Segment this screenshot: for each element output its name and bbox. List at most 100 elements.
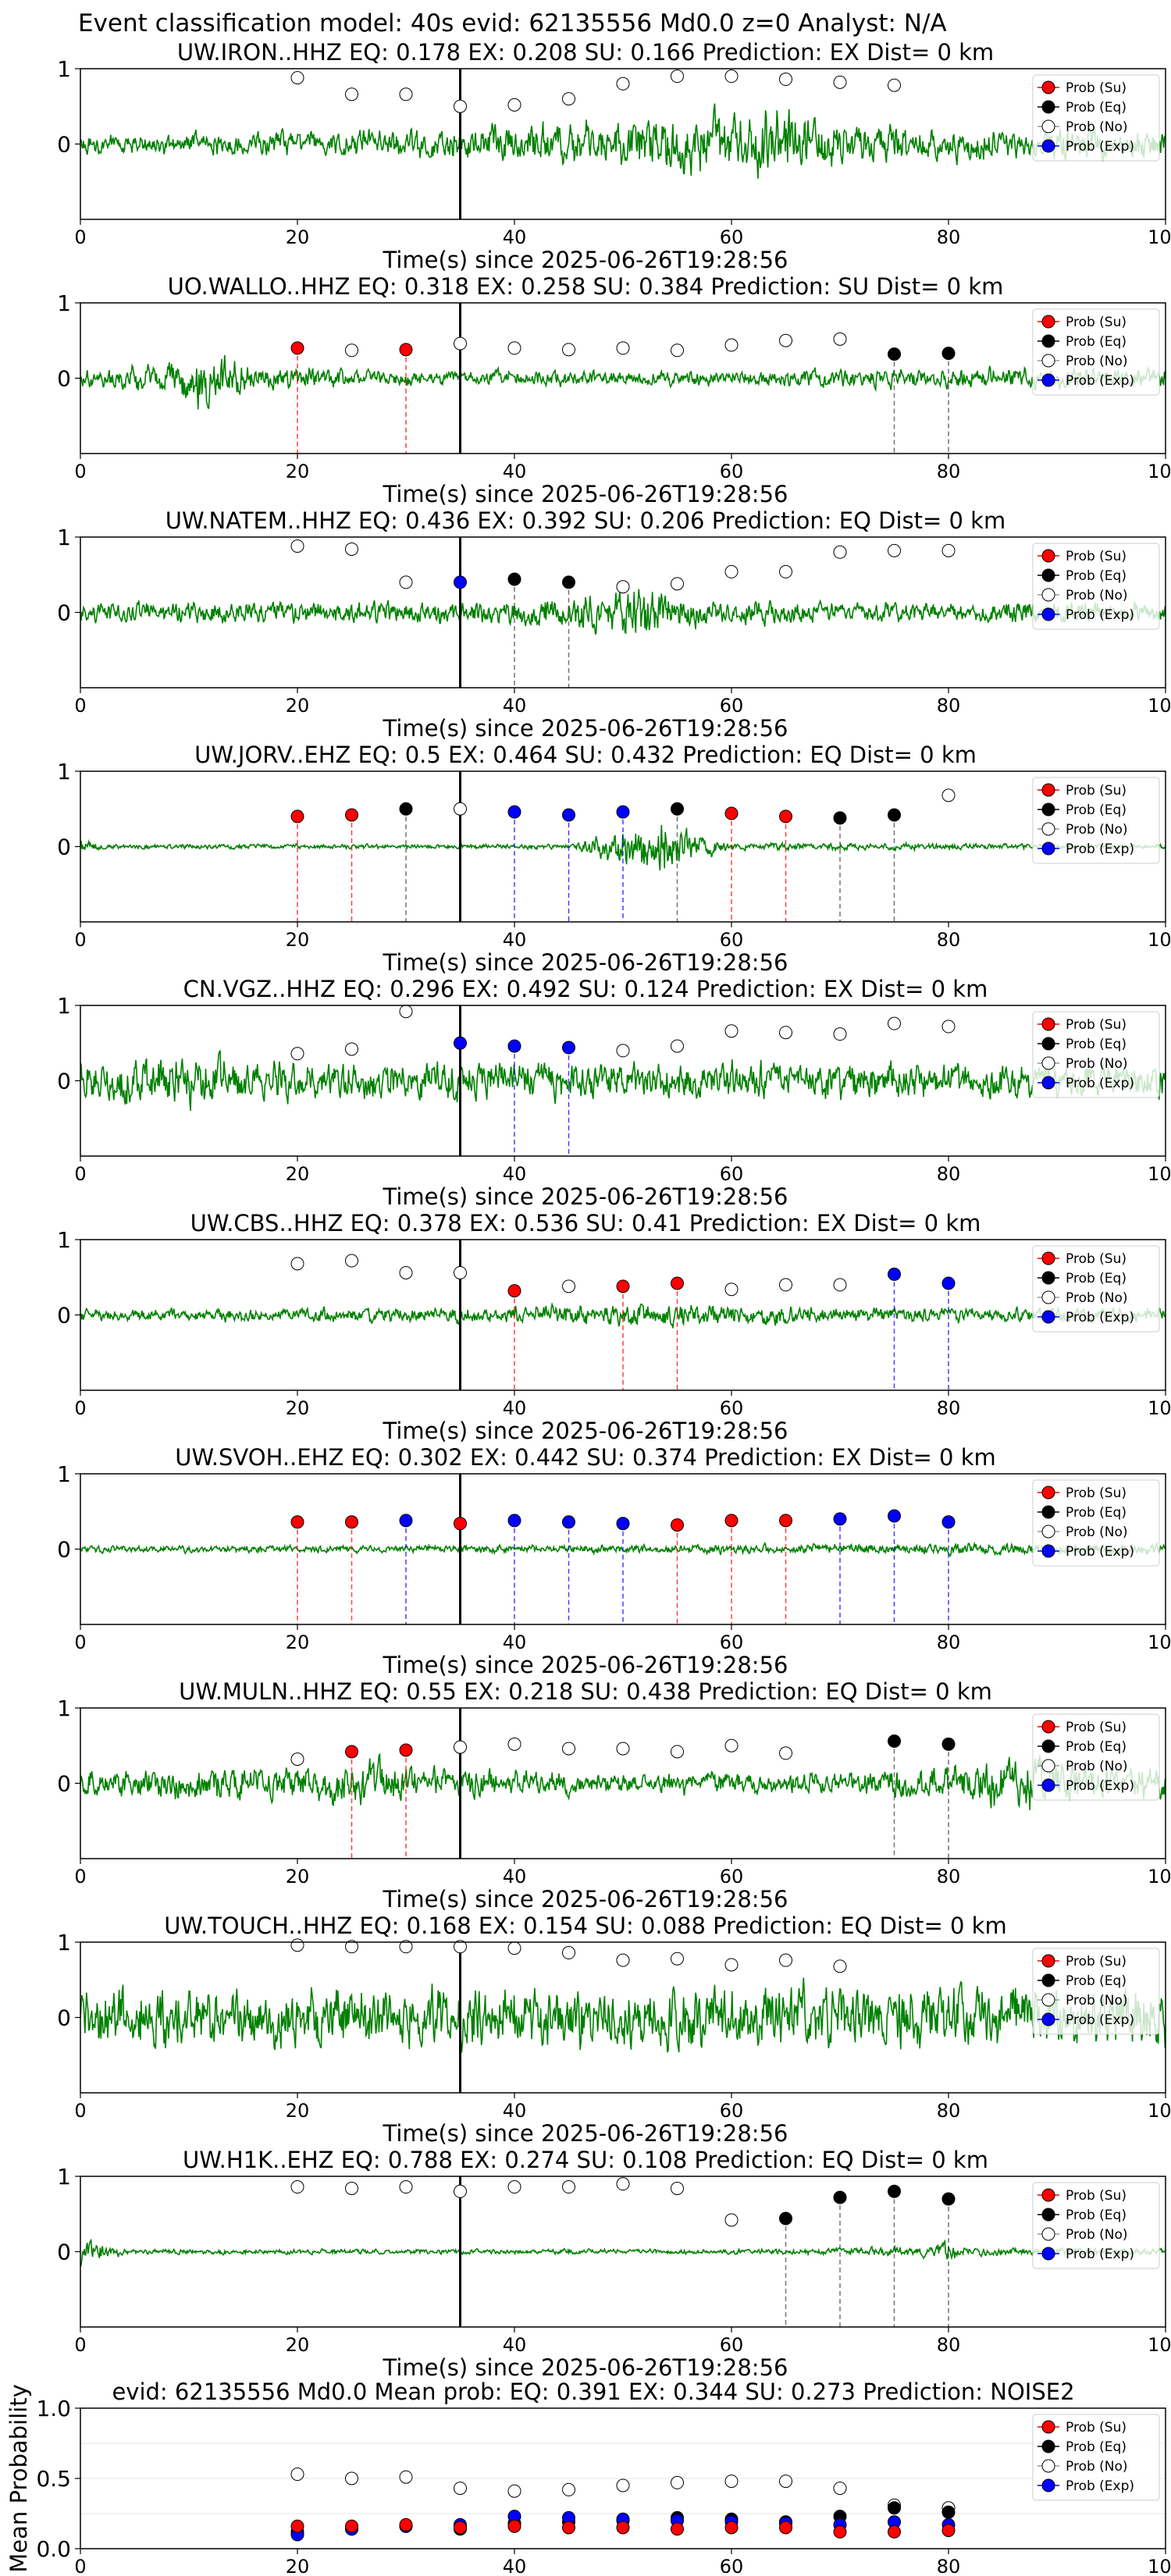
x-tick-label: 0 xyxy=(74,1866,86,1888)
legend-label-eq: Prob (Eq) xyxy=(1066,568,1127,584)
x-tick-label: 100 xyxy=(1148,929,1171,951)
x-tick-label: 40 xyxy=(503,461,527,482)
mean-prob-point-no xyxy=(779,2475,792,2489)
panel-title: UW.MULN..HHZ EQ: 0.55 EX: 0.218 SU: 0.43… xyxy=(179,1678,992,1705)
prob-point-no xyxy=(562,343,575,357)
x-tick-label: 0 xyxy=(74,2334,86,2356)
prob-point-exp xyxy=(888,1509,901,1523)
prob-point-no xyxy=(941,1019,956,1034)
x-tick-label: 20 xyxy=(286,226,310,248)
prob-point-exp xyxy=(562,1515,575,1529)
legend-marker-no xyxy=(1041,354,1055,368)
mean-prob-point-no xyxy=(507,2484,521,2498)
x-tick-label: 80 xyxy=(937,2334,961,2356)
prob-point-no xyxy=(454,802,467,816)
y-tick-label: 1 xyxy=(57,993,71,1019)
mean-prob-point-su xyxy=(833,2524,847,2539)
legend-marker-eq xyxy=(1041,1973,1055,1987)
mean-prob-point-su xyxy=(399,2517,413,2532)
legend-marker-su xyxy=(1041,80,1055,94)
x-tick-label: 40 xyxy=(503,2556,527,2576)
prob-point-no xyxy=(454,1265,467,1279)
legend-marker-no xyxy=(1041,119,1055,133)
prob-point-su xyxy=(454,1517,467,1531)
waveform xyxy=(80,589,1166,635)
x-axis-label: Time(s) since 2025-06-26T19:28:56 xyxy=(383,715,788,742)
legend-marker-su xyxy=(1041,2420,1055,2434)
x-tick-label: 40 xyxy=(503,1631,527,1653)
prob-point-exp xyxy=(941,1276,956,1290)
prob-point-exp xyxy=(454,1036,467,1050)
prob-point-no xyxy=(616,341,630,355)
y-tick-label: 0 xyxy=(57,132,71,158)
prob-point-su xyxy=(616,1279,630,1293)
panel-4: UW.JORV..EHZ EQ: 0.5 EX: 0.464 SU: 0.432… xyxy=(57,742,1171,976)
legend-marker-exp xyxy=(1041,2478,1055,2492)
x-tick-label: 0 xyxy=(74,2556,86,2576)
panel-title: UO.WALLO..HHZ EQ: 0.318 EX: 0.258 SU: 0.… xyxy=(168,273,1004,300)
figure-title: Event classification model: 40s evid: 62… xyxy=(78,9,947,37)
mean-prob-point-su xyxy=(454,2521,467,2535)
axes-frame xyxy=(80,770,1166,923)
x-axis-label: Time(s) since 2025-06-26T19:28:56 xyxy=(383,2120,788,2147)
prob-point-no xyxy=(779,1278,792,1292)
prob-point-no xyxy=(833,1278,847,1292)
x-tick-label: 100 xyxy=(1148,461,1171,482)
prob-point-no xyxy=(562,1946,575,1960)
legend-box xyxy=(1032,2182,1160,2269)
legend-marker-su xyxy=(1041,1954,1055,1968)
waveform xyxy=(80,103,1166,179)
mean-prob-point-no xyxy=(399,2470,413,2484)
x-tick-label: 60 xyxy=(720,2100,744,2122)
panel-2: UO.WALLO..HHZ EQ: 0.318 EX: 0.258 SU: 0.… xyxy=(57,273,1171,507)
x-tick-label: 20 xyxy=(286,2100,310,2122)
prob-point-su xyxy=(345,1745,358,1759)
legend-label-su: Prob (Su) xyxy=(1066,549,1127,564)
mean-prob-point-no xyxy=(616,2478,630,2492)
y-tick-label: 1 xyxy=(57,759,71,785)
legend-box xyxy=(1032,1479,1160,1567)
mean-prob-point-no xyxy=(562,2482,575,2496)
x-tick-label: 60 xyxy=(720,1866,744,1888)
prob-point-no xyxy=(724,1738,739,1752)
panel-title: CN.VGZ..HHZ EQ: 0.296 EX: 0.492 SU: 0.12… xyxy=(183,976,988,1002)
legend-marker-exp xyxy=(1041,607,1055,621)
prob-point-no xyxy=(454,1740,467,1754)
legend-label-exp: Prob (Exp) xyxy=(1066,2247,1134,2262)
legend-label-exp: Prob (Exp) xyxy=(1066,373,1134,389)
prob-point-no xyxy=(454,99,467,113)
y-tick-label: 1 xyxy=(57,56,71,82)
mean-prob-point-no xyxy=(671,2475,684,2489)
prob-point-no xyxy=(833,1959,847,1973)
legend-marker-exp xyxy=(1041,2012,1055,2026)
prob-point-su xyxy=(724,806,739,820)
x-tick-label: 60 xyxy=(720,695,744,717)
x-tick-label: 40 xyxy=(503,929,527,951)
legend-label-su: Prob (Su) xyxy=(1066,2188,1127,2204)
x-tick-label: 40 xyxy=(503,2100,527,2122)
legend-box xyxy=(1032,308,1160,396)
x-tick-label: 20 xyxy=(286,1631,310,1653)
prob-point-no xyxy=(888,543,901,557)
x-tick-label: 60 xyxy=(720,226,744,248)
prob-point-no xyxy=(616,1953,630,1967)
prob-point-no xyxy=(724,1024,739,1038)
prob-point-no xyxy=(399,1265,413,1279)
prob-point-no xyxy=(290,539,304,553)
x-tick-label: 80 xyxy=(937,1163,961,1185)
x-tick-label: 40 xyxy=(503,1163,527,1185)
x-axis-label: Time(s) since 2025-06-26T19:28:56 xyxy=(383,481,788,507)
prob-point-su xyxy=(290,341,304,355)
axes-frame xyxy=(80,1707,1166,1859)
prob-point-exp xyxy=(507,805,521,819)
y-tick-label: 0 xyxy=(57,366,71,392)
prob-point-no xyxy=(399,1005,413,1019)
legend-label-no: Prob (No) xyxy=(1066,822,1128,838)
x-tick-label: 20 xyxy=(286,461,310,482)
x-tick-label: 40 xyxy=(503,1866,527,1888)
legend-label-eq: Prob (Eq) xyxy=(1066,1973,1127,1989)
prob-point-exp xyxy=(833,1512,847,1526)
x-tick-label: 100 xyxy=(1148,1163,1171,1185)
y-tick-label: 0 xyxy=(57,1771,71,1797)
